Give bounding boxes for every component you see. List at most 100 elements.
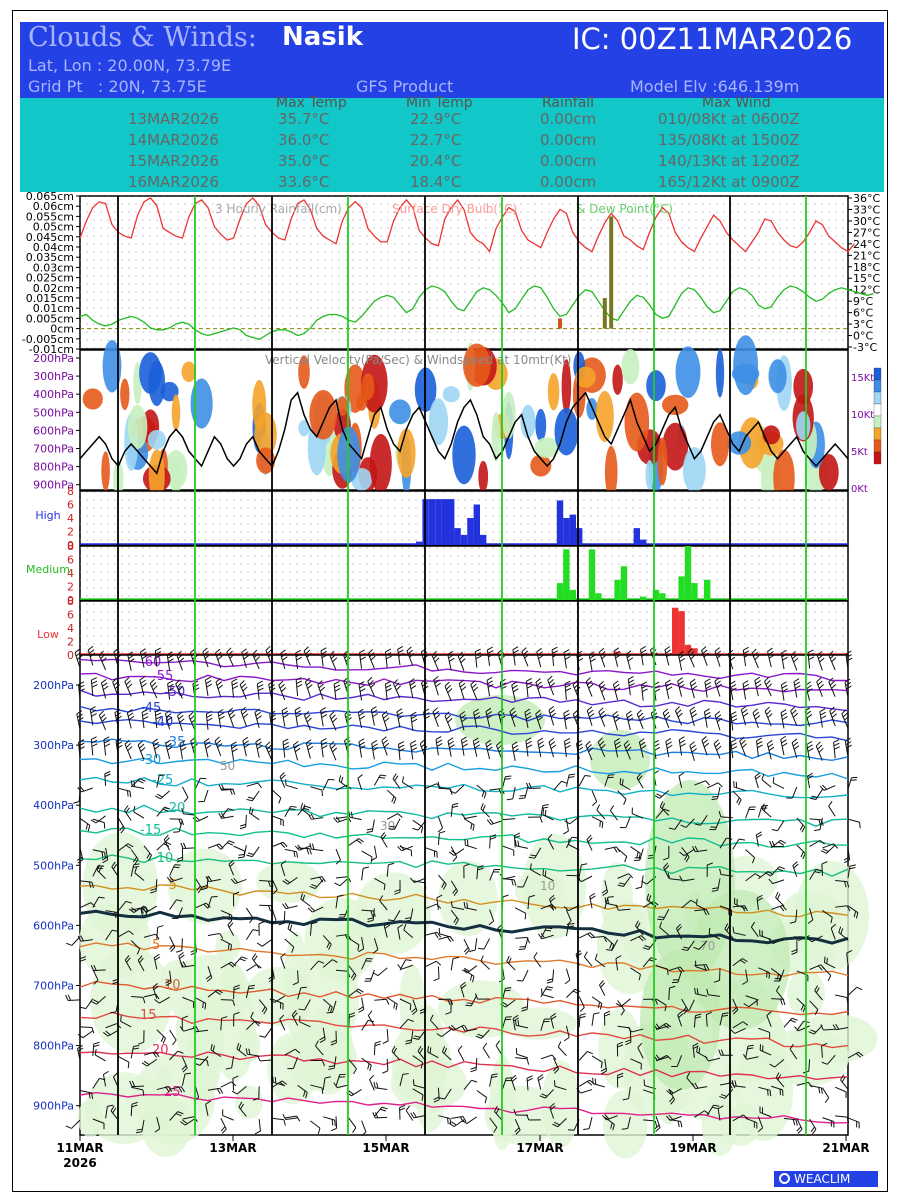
colorbar-swatch	[873, 379, 882, 393]
wind-barb	[506, 961, 516, 971]
wind-barb	[809, 818, 822, 821]
wind-barb	[779, 969, 785, 982]
wind-barb	[146, 1058, 158, 1067]
wind-barb	[732, 790, 742, 800]
cloud-bar	[633, 528, 640, 545]
velocity-cell	[148, 449, 165, 502]
wind-barb	[239, 684, 247, 700]
vertical-velocity-panel: 200hPa 300hPa 400hPa 500hPa 600hPa 700hPa 800h…	[33, 335, 882, 507]
wind-barb	[246, 964, 257, 972]
velocity-cell	[645, 460, 654, 490]
wind-barb	[194, 902, 207, 909]
wind-barb	[184, 1118, 196, 1126]
wind-barb	[245, 907, 254, 919]
wind-barb	[361, 909, 374, 912]
wind-barb	[227, 924, 235, 936]
wind-barb	[821, 1087, 830, 1099]
wind-barb	[292, 744, 299, 761]
wind-barb	[564, 683, 567, 700]
wind-barb	[847, 1117, 860, 1123]
wind-barb	[322, 1027, 326, 1040]
colorbar-swatch	[873, 439, 882, 453]
wind-barb	[742, 650, 747, 667]
wind-barb	[740, 709, 747, 726]
header-rainfall: Rainfall	[542, 95, 595, 111]
rain-axis-tick: 0.02cm	[33, 282, 74, 295]
wind-barb	[627, 679, 631, 696]
wind-barb	[578, 1015, 581, 1028]
wind-barb	[361, 958, 368, 970]
cloud-axis-tick: 2	[67, 636, 74, 649]
wind-barb	[146, 905, 158, 913]
isotherm-label: 15	[140, 1008, 157, 1023]
wind-barb	[771, 845, 785, 848]
wind-barb	[795, 909, 798, 922]
wind-barb	[724, 928, 734, 939]
summary-wind-cell: 165/12Kt at 0900Z	[658, 173, 800, 191]
wind-barb	[337, 817, 349, 823]
wind-barb	[156, 927, 159, 940]
wind-barb	[220, 909, 232, 916]
wind-barb	[271, 815, 284, 821]
wind-barb	[598, 984, 606, 996]
wind-barb	[425, 960, 437, 967]
wind-barb	[220, 1081, 232, 1088]
cloud-layer-label: Low	[37, 628, 59, 641]
isotherm-label: -20	[164, 801, 185, 816]
wind-barb	[541, 934, 554, 940]
velocity-cell	[762, 425, 781, 445]
wind-barb	[489, 909, 495, 922]
pressure-tick: 300hPa	[33, 370, 74, 383]
wind-barb	[847, 818, 860, 823]
wind-barb	[410, 908, 414, 921]
wind-barb	[819, 817, 823, 830]
wind-barb	[833, 742, 836, 759]
wind-barb	[427, 1051, 439, 1059]
cloud-axis-tick: 0	[67, 539, 74, 552]
wind-barb	[233, 845, 245, 852]
rain-axis-tick: 0.04cm	[33, 241, 74, 254]
cloud-bar	[659, 593, 666, 600]
temp-axis-tick: 27°C	[853, 226, 880, 239]
wind-barb	[256, 683, 260, 700]
velocity-cell	[102, 339, 122, 393]
cloud-bar	[691, 583, 698, 600]
wind-barb	[402, 781, 414, 789]
cloud-bar	[678, 576, 685, 600]
wind-barb	[79, 880, 92, 883]
pressure-tick: 900hPa	[33, 479, 74, 492]
wind-barb	[542, 814, 554, 821]
cloud-bar	[569, 589, 576, 600]
wind-barb	[281, 710, 286, 727]
wind-barb	[630, 935, 642, 942]
wind-barb	[439, 933, 452, 938]
wind-barb	[460, 985, 465, 998]
velocity-cell	[356, 393, 368, 411]
wind-barb	[630, 846, 641, 854]
wind-barb	[815, 789, 823, 800]
wind-barb	[406, 650, 414, 666]
wind-barb	[294, 653, 299, 670]
velocity-cell	[657, 437, 668, 486]
wind-barb	[141, 712, 145, 729]
wind-barb	[668, 966, 681, 972]
wind-barb	[578, 775, 586, 787]
wind-barb	[780, 653, 785, 670]
wind-barb	[625, 654, 631, 670]
wind-barb	[205, 1104, 209, 1116]
wind-barb	[299, 1021, 311, 1028]
wind-barb	[566, 988, 576, 999]
wind-barb	[92, 896, 100, 908]
wind-barb	[332, 1000, 337, 1013]
wind-barb	[82, 1030, 94, 1039]
wind-barb	[593, 1083, 605, 1088]
wind-barb	[669, 878, 682, 881]
rh-shade	[790, 892, 842, 937]
velocity-cell	[796, 411, 811, 441]
wind-barb	[677, 1014, 683, 1027]
wind-barb	[511, 745, 516, 761]
wind-barb	[758, 1086, 771, 1091]
wind-barb	[169, 1029, 177, 1041]
wind-barb	[676, 928, 683, 940]
wind-barb	[312, 906, 324, 913]
